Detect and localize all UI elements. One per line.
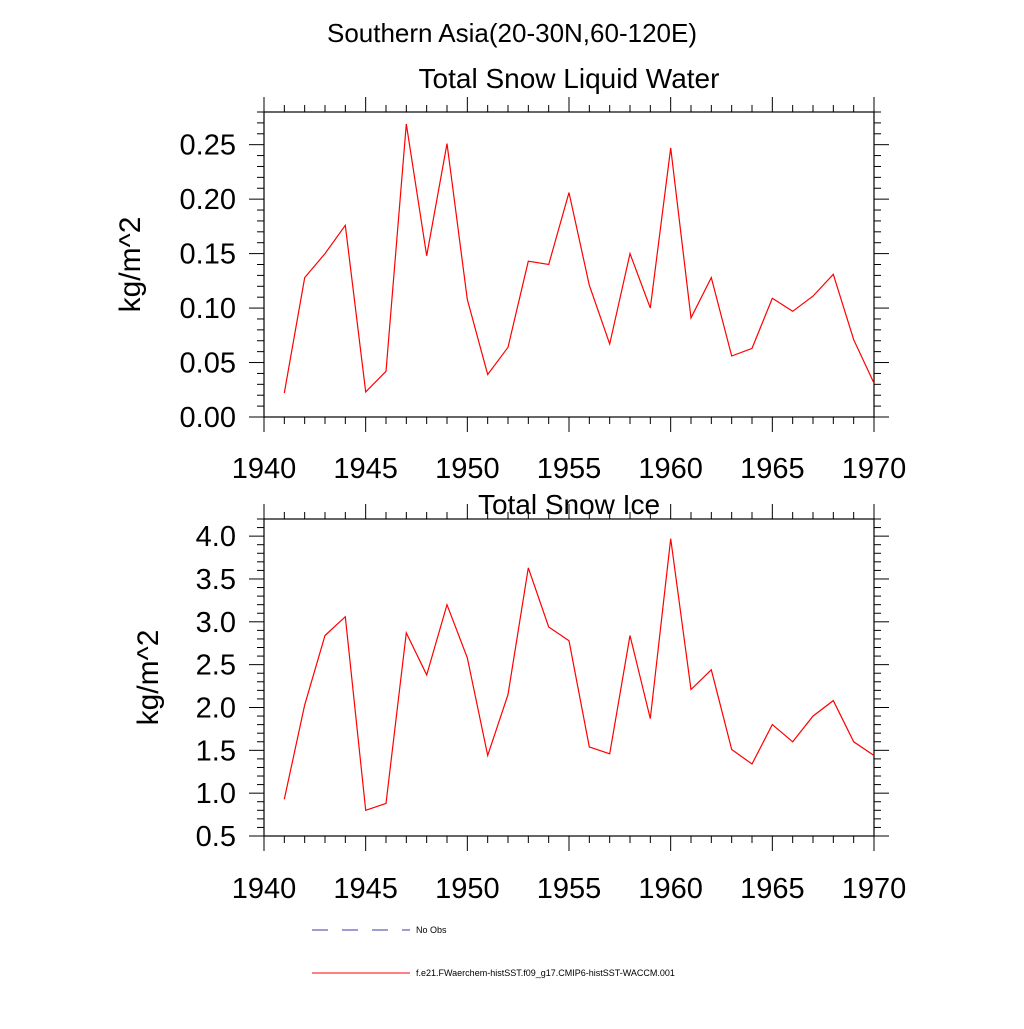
series-line [283, 538, 875, 812]
x-tick-label: 1955 [537, 453, 602, 485]
plot-frame [263, 111, 875, 418]
y-tick-label: 0.00 [180, 402, 236, 434]
y-tick-label: 0.25 [180, 130, 236, 162]
x-tick-label: 1955 [537, 873, 602, 905]
y-tick-label: 1.0 [196, 778, 236, 810]
y-tick-label: 2.5 [196, 650, 236, 682]
x-tick-label: 1960 [638, 453, 703, 485]
x-tick-label: 1950 [435, 453, 500, 485]
x-tick-label: 1940 [232, 453, 297, 485]
y-axis-label: kg/m^2 [132, 630, 165, 726]
x-tick-label: 1970 [842, 873, 907, 905]
x-tick-label: 1965 [740, 873, 805, 905]
y-tick-label: 0.10 [180, 293, 236, 325]
plot-frame [263, 518, 875, 837]
x-tick-label: 1960 [638, 873, 703, 905]
series-line [283, 123, 875, 394]
x-tick-label: 1970 [842, 453, 907, 485]
x-tick-label: 1945 [333, 873, 398, 905]
y-tick-label: 2.0 [196, 692, 236, 724]
chart-title: Total Snow Liquid Water [419, 63, 720, 94]
x-tick-label: 1945 [333, 453, 398, 485]
y-axis-label: kg/m^2 [114, 217, 147, 313]
y-tick-label: 4.0 [196, 521, 236, 553]
legend: No Obs f.e21.FWaerchem-histSST.f09_g17.CM… [312, 925, 675, 978]
x-tick-label: 1940 [232, 873, 297, 905]
y-tick-label: 1.5 [196, 735, 236, 767]
y-tick-label: 0.5 [196, 821, 236, 853]
y-tick-label: 3.0 [196, 607, 236, 639]
main-title: Southern Asia(20-30N,60-120E) [327, 18, 697, 48]
legend-label: f.e21.FWaerchem-histSST.f09_g17.CMIP6-hi… [416, 968, 675, 978]
y-tick-label: 0.20 [180, 184, 236, 216]
x-tick-label: 1950 [435, 873, 500, 905]
chart-panel-1: Total Snow Liquid Water kg/m^2 1940 1945 195… [114, 63, 906, 485]
y-tick-label: 0.05 [180, 348, 236, 380]
x-tick-label: 1965 [740, 453, 805, 485]
legend-label: No Obs [416, 925, 447, 935]
panels: Total Snow Liquid Water kg/m^2 1940 1945 195… [114, 63, 906, 905]
y-tick-label: 0.15 [180, 239, 236, 271]
y-tick-label: 3.5 [196, 564, 236, 596]
